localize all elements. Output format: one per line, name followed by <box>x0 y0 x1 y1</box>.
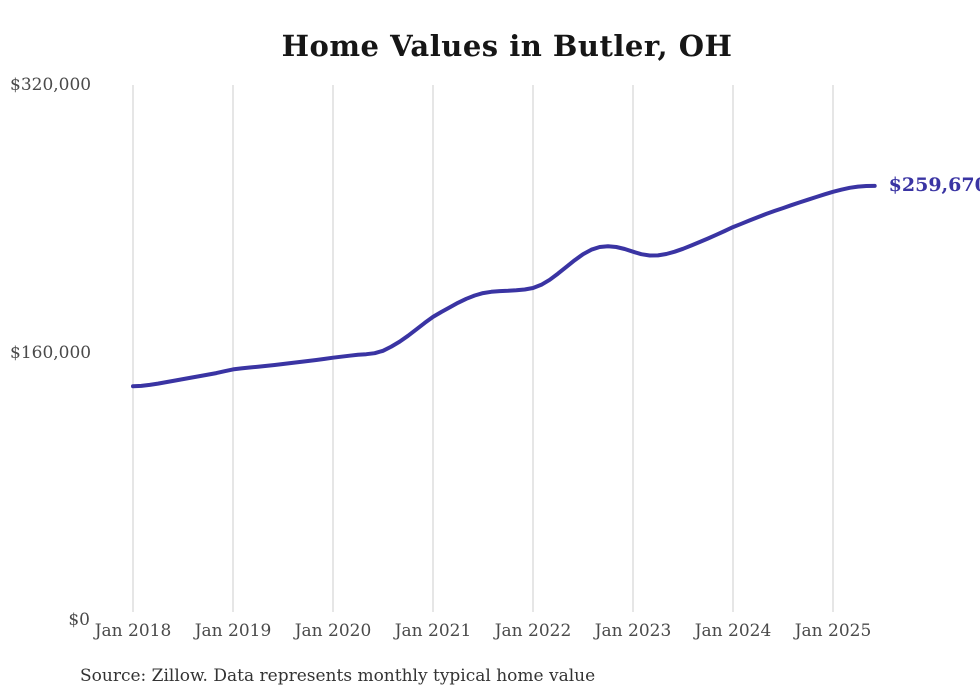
x-tick-label: Jan 2018 <box>94 621 172 641</box>
vertical-gridlines <box>132 85 834 612</box>
x-tick-label: Jan 2022 <box>494 621 572 641</box>
y-tick-label: $0 <box>68 610 90 630</box>
y-tick-label: $160,000 <box>10 342 92 363</box>
source-note: Source: Zillow. Data represents monthly … <box>80 666 596 686</box>
x-tick-label: Jan 2024 <box>694 621 772 641</box>
y-tick-label: $320,000 <box>10 75 92 95</box>
home-value-line-series <box>131 183 877 389</box>
x-tick-label: Jan 2023 <box>594 621 672 641</box>
x-tick-label: Jan 2025 <box>794 621 872 641</box>
chart-title: Home Values in Butler, OH <box>281 29 733 63</box>
x-tick-label: Jan 2019 <box>194 621 272 641</box>
latest-value-label: $259,670 <box>888 173 980 196</box>
x-tick-label: Jan 2021 <box>394 621 472 641</box>
x-tick-label: Jan 2020 <box>294 621 372 641</box>
